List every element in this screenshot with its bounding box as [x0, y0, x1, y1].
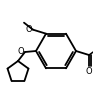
Text: O: O: [17, 48, 24, 57]
Text: O: O: [86, 68, 92, 77]
Text: O: O: [25, 25, 32, 34]
